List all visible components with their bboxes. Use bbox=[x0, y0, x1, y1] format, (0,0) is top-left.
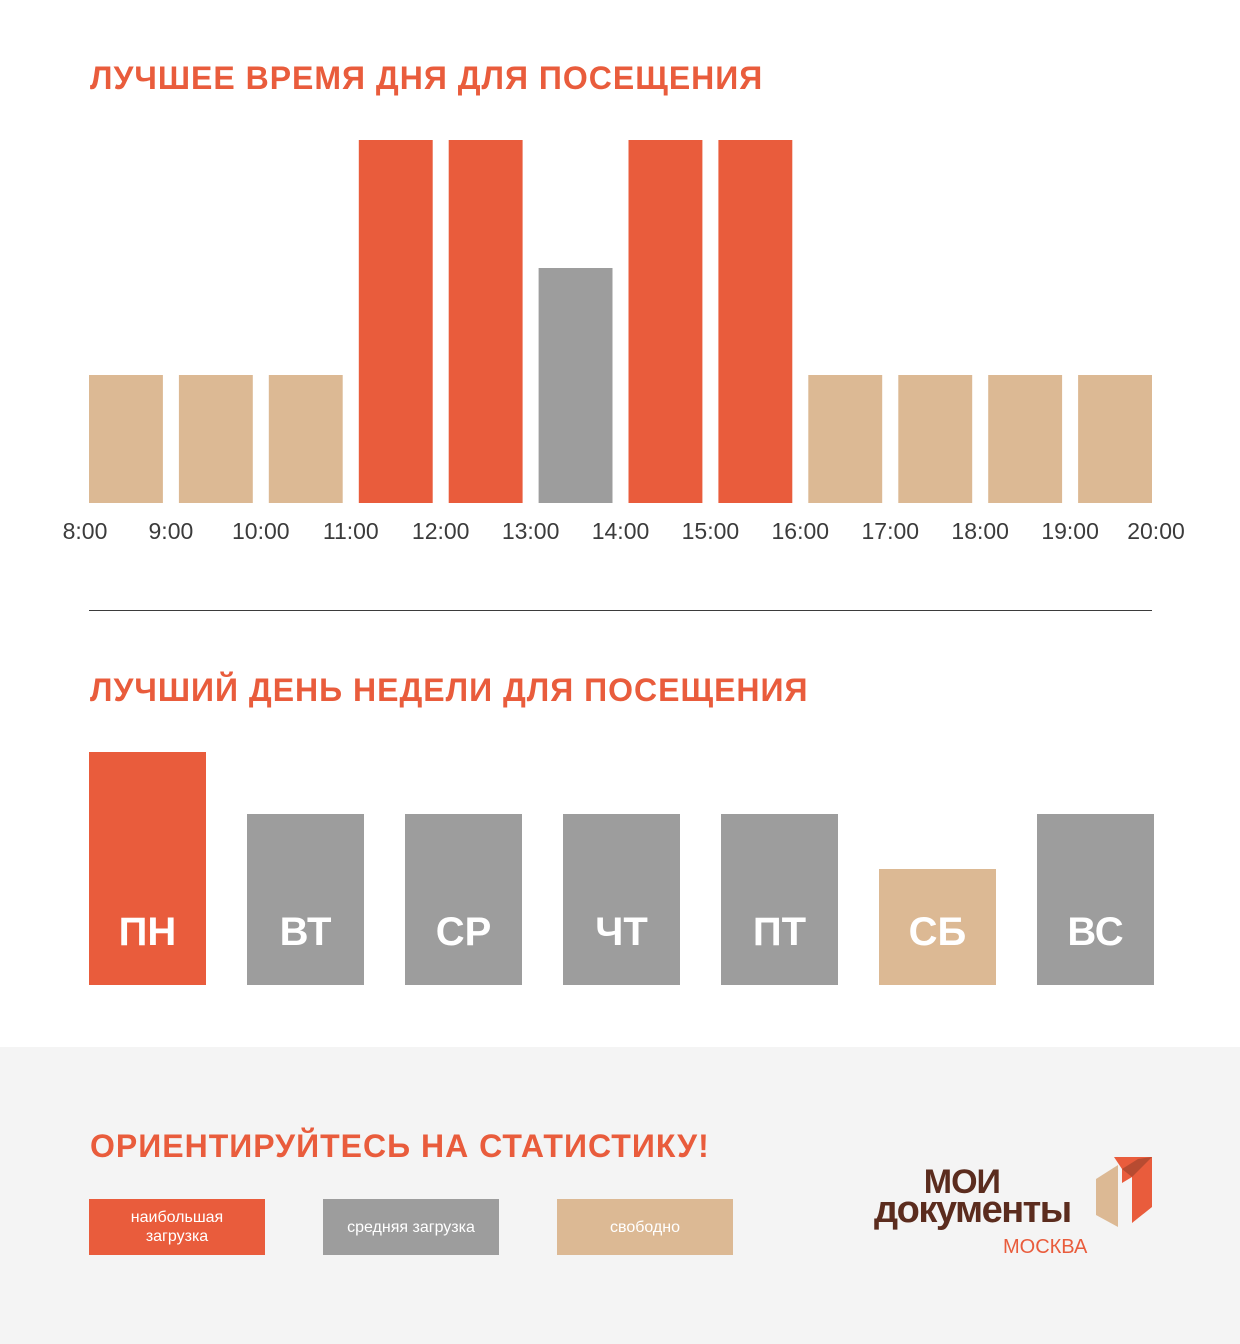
hours-chart-title: ЛУЧШЕЕ ВРЕМЯ ДНЯ ДЛЯ ПОСЕЩЕНИЯ bbox=[90, 60, 764, 96]
day-label: СБ bbox=[909, 910, 967, 954]
hour-bar-8 bbox=[808, 375, 883, 503]
hour-tick-label: 9:00 bbox=[149, 518, 194, 544]
legend-high-load-label: наибольшая загрузка bbox=[130, 1209, 224, 1245]
hour-bar-0 bbox=[89, 375, 163, 503]
moi-dokumenty-logo: МОИ документы МОСКВА bbox=[870, 1145, 1160, 1265]
legend-free: свободно bbox=[557, 1199, 733, 1255]
hour-tick-label: 15:00 bbox=[682, 518, 740, 544]
day-label: ПТ bbox=[753, 910, 806, 954]
hours-bar-chart: 8:00 9:00 10:00 11:00 12:00 13:00 14:00 15:00 16… bbox=[63, 140, 1185, 544]
footer-panel bbox=[0, 1047, 1240, 1344]
hour-bar-7 bbox=[718, 140, 793, 503]
day-bar-2 bbox=[405, 814, 522, 985]
hour-tick-label: 8:00 bbox=[63, 518, 108, 544]
hour-tick-label: 16:00 bbox=[772, 518, 830, 544]
hour-bar-6 bbox=[628, 140, 703, 503]
hour-tick-label: 17:00 bbox=[862, 518, 920, 544]
moi-dokumenty-logo-icon bbox=[1096, 1157, 1152, 1227]
hour-tick-label: 19:00 bbox=[1041, 518, 1099, 544]
day-label: ВТ bbox=[280, 910, 332, 954]
hour-tick-label: 14:00 bbox=[592, 518, 650, 544]
day-bar-6 bbox=[1037, 814, 1154, 985]
hour-bar-4 bbox=[448, 140, 523, 503]
day-bar-5 bbox=[879, 869, 996, 985]
footer-title: ОРИЕНТИРУЙТЕСЬ НА СТАТИСТИКУ! bbox=[90, 1128, 710, 1164]
days-chart-title: ЛУЧШИЙ ДЕНЬ НЕДЕЛИ ДЛЯ ПОСЕЩЕНИЯ bbox=[90, 672, 809, 708]
days-bar-chart: ПН ВТ СР ЧТ ПТ СБ ВС bbox=[89, 752, 1154, 985]
day-bar-4 bbox=[721, 814, 838, 985]
hour-bar-9 bbox=[898, 375, 973, 503]
hour-bar-3 bbox=[358, 140, 433, 503]
hour-tick-label: 11:00 bbox=[323, 518, 379, 544]
hour-bar-5 bbox=[538, 268, 613, 503]
hour-tick-label: 10:00 bbox=[232, 518, 290, 544]
legend-medium-load-label: средняя загрузка bbox=[347, 1218, 475, 1236]
hour-bar-10 bbox=[988, 375, 1063, 503]
hour-bar-11 bbox=[1078, 375, 1152, 503]
legend-free-label: свободно bbox=[610, 1218, 680, 1236]
day-label: ВС bbox=[1067, 910, 1123, 954]
hour-tick-label: 18:00 bbox=[951, 518, 1009, 544]
section-divider bbox=[89, 610, 1152, 611]
legend-medium-load: средняя загрузка bbox=[323, 1199, 499, 1255]
legend-high-load: наибольшая загрузка bbox=[89, 1199, 265, 1255]
hour-tick-label: 20:00 bbox=[1127, 518, 1185, 544]
day-label: СР bbox=[436, 910, 492, 954]
hour-bar-1 bbox=[178, 375, 253, 503]
day-bar-0 bbox=[89, 752, 206, 985]
day-label: ПН bbox=[119, 910, 177, 954]
hour-tick-label: 12:00 bbox=[412, 518, 470, 544]
day-bar-3 bbox=[563, 814, 680, 985]
logo-city: МОСКВА bbox=[1003, 1236, 1088, 1258]
day-bar-1 bbox=[247, 814, 364, 985]
logo-line2: документы bbox=[874, 1189, 1072, 1231]
hour-bar-2 bbox=[268, 375, 343, 503]
hour-tick-label: 13:00 bbox=[502, 518, 560, 544]
day-label: ЧТ bbox=[595, 910, 648, 954]
logo-line1: МОИ bbox=[923, 1163, 1001, 1201]
